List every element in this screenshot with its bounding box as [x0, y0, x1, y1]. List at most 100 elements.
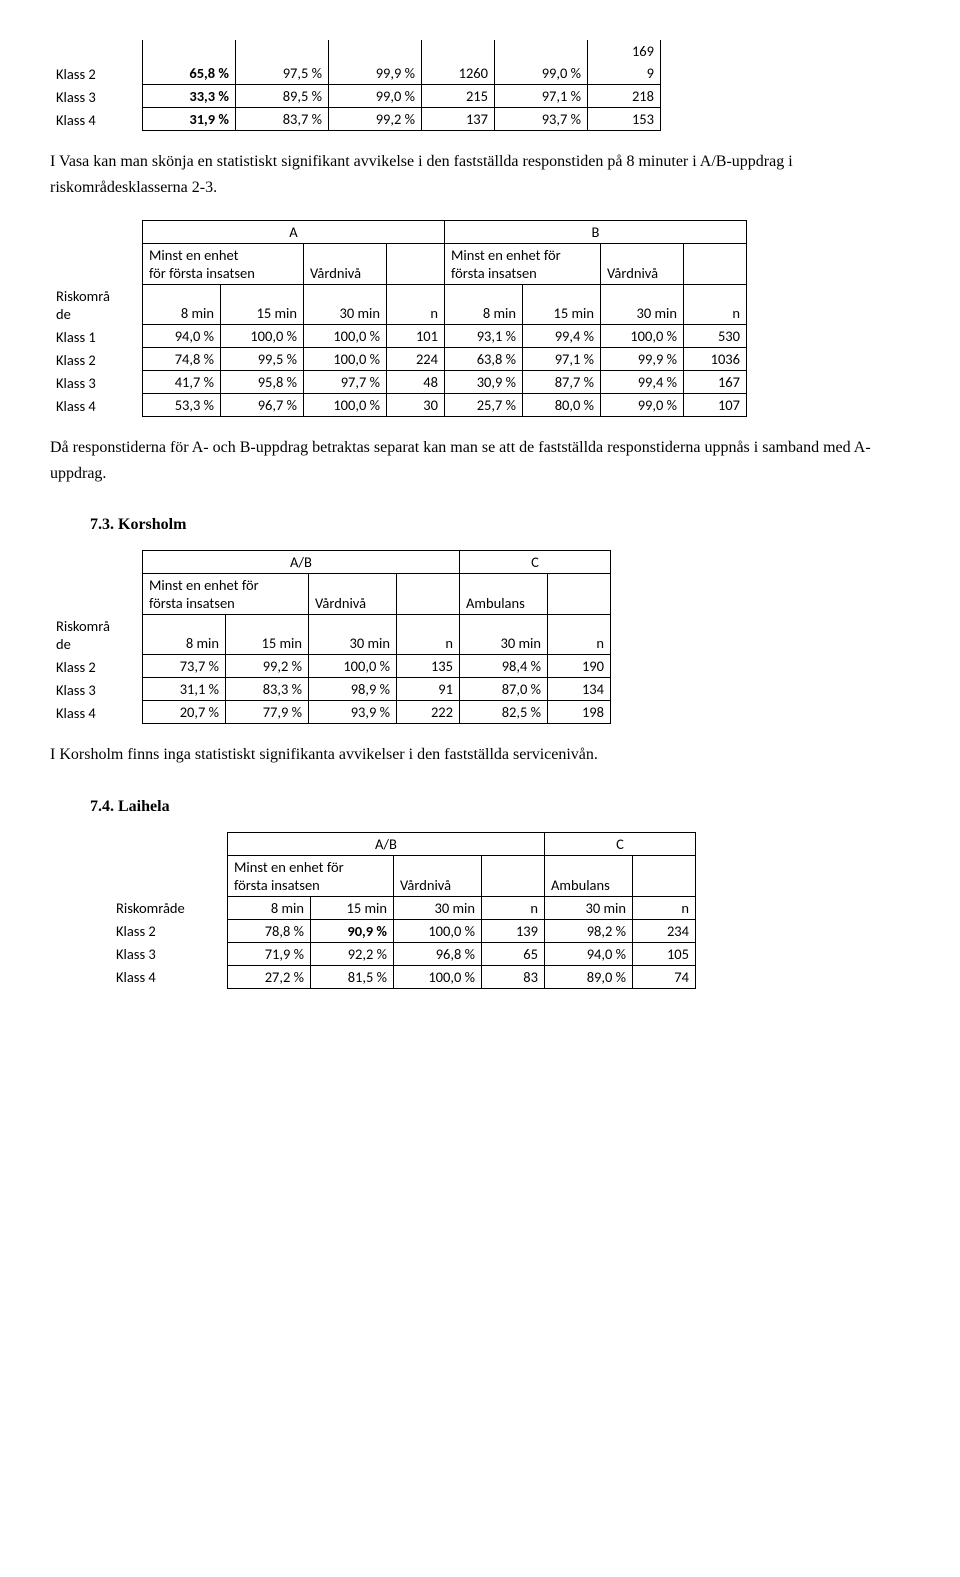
- cell: 169: [588, 40, 661, 62]
- cell: 215: [422, 85, 495, 108]
- cell: 100,0 %: [304, 348, 387, 371]
- cell: 105: [633, 942, 696, 965]
- header-vardniva: Vårdnivå: [309, 574, 397, 615]
- col-header: 15 min: [523, 285, 601, 325]
- cell: 27,2 %: [228, 965, 311, 988]
- cell: 80,0 %: [523, 394, 601, 417]
- cell: 99,2 %: [226, 655, 309, 678]
- cell: 98,9 %: [309, 678, 397, 701]
- header-riskomrade: Riskområde: [110, 896, 228, 919]
- paragraph-1: I Vasa kan man skönja en statistiskt sig…: [50, 149, 910, 200]
- col-header: n: [397, 615, 460, 655]
- cell: 99,0 %: [601, 394, 684, 417]
- cell: 100,0 %: [394, 965, 482, 988]
- col-header: n: [633, 896, 696, 919]
- col-header: n: [482, 896, 545, 919]
- cell: 222: [397, 701, 460, 724]
- col-header: 15 min: [221, 285, 304, 325]
- cell: 65,8 %: [143, 62, 236, 85]
- cell: 83,3 %: [226, 678, 309, 701]
- cell: 218: [588, 85, 661, 108]
- col-header: 30 min: [309, 615, 397, 655]
- row-label: Klass 3: [110, 942, 228, 965]
- cell: 74,8 %: [143, 348, 221, 371]
- cell: 99,5 %: [221, 348, 304, 371]
- cell: 73,7 %: [143, 655, 226, 678]
- table2-ab: A B Minst en enhetför första insatsen Vå…: [50, 220, 747, 417]
- col-header: 30 min: [460, 615, 548, 655]
- row-label: Klass 2: [50, 655, 143, 678]
- cell: 93,1 %: [445, 325, 523, 348]
- cell: 97,5 %: [236, 62, 329, 85]
- cell: 97,7 %: [304, 371, 387, 394]
- cell: 31,9 %: [143, 108, 236, 131]
- cell: 100,0 %: [394, 919, 482, 942]
- cell: 33,3 %: [143, 85, 236, 108]
- header-riskomrade: Riskområde: [50, 615, 143, 655]
- cell: 89,0 %: [545, 965, 633, 988]
- paragraph-3: I Korsholm finns inga statistiskt signif…: [50, 742, 910, 768]
- cell: 99,4 %: [601, 371, 684, 394]
- cell: 530: [684, 325, 747, 348]
- group-header-ab: A/B: [228, 832, 545, 855]
- cell: 234: [633, 919, 696, 942]
- cell: 97,1 %: [523, 348, 601, 371]
- col-header: 8 min: [228, 896, 311, 919]
- cell: 77,9 %: [226, 701, 309, 724]
- cell: 93,9 %: [309, 701, 397, 724]
- cell: 95,8 %: [221, 371, 304, 394]
- header-enhet: Minst en enhet förförsta insatsen: [228, 855, 394, 896]
- header-riskomrade: Riskområde: [50, 285, 143, 325]
- col-header: n: [684, 285, 747, 325]
- cell: 74: [633, 965, 696, 988]
- cell: 83,7 %: [236, 108, 329, 131]
- header-enhet-b: Minst en enhet förförsta insatsen: [445, 244, 601, 285]
- row-label: Klass 4: [50, 108, 143, 131]
- row-label: Klass 4: [50, 701, 143, 724]
- cell: 137: [422, 108, 495, 131]
- row-label: Klass 3: [50, 678, 143, 701]
- cell: 98,2 %: [545, 919, 633, 942]
- col-header: 15 min: [226, 615, 309, 655]
- section-7-4-heading: 7.4. Laihela: [90, 798, 910, 816]
- row-label: Klass 2: [50, 62, 143, 85]
- cell: 94,0 %: [545, 942, 633, 965]
- cell: 63,8 %: [445, 348, 523, 371]
- cell: 139: [482, 919, 545, 942]
- col-header: 30 min: [394, 896, 482, 919]
- section-7-3-heading: 7.3. Korsholm: [90, 516, 910, 534]
- cell: 82,5 %: [460, 701, 548, 724]
- row-label: Klass 2: [110, 919, 228, 942]
- cell: 41,7 %: [143, 371, 221, 394]
- cell: 81,5 %: [311, 965, 394, 988]
- cell: 198: [548, 701, 611, 724]
- cell: 99,0 %: [495, 62, 588, 85]
- cell: 107: [684, 394, 747, 417]
- col-header: 8 min: [445, 285, 523, 325]
- cell: 99,0 %: [329, 85, 422, 108]
- cell: 30: [387, 394, 445, 417]
- cell: 96,7 %: [221, 394, 304, 417]
- cell: 53,3 %: [143, 394, 221, 417]
- header-vardniva-b: Vårdnivå: [601, 244, 684, 285]
- cell: 97,1 %: [495, 85, 588, 108]
- col-header: 30 min: [545, 896, 633, 919]
- cell: 1260: [422, 62, 495, 85]
- cell: 9: [588, 62, 661, 85]
- table4-laihela: A/B C Minst en enhet förförsta insatsen …: [110, 832, 696, 989]
- group-header-a: A: [143, 221, 445, 244]
- cell: 87,0 %: [460, 678, 548, 701]
- cell: 101: [387, 325, 445, 348]
- col-header: n: [387, 285, 445, 325]
- row-label: Klass 2: [50, 348, 143, 371]
- cell: 48: [387, 371, 445, 394]
- cell: 99,2 %: [329, 108, 422, 131]
- cell: 99,4 %: [523, 325, 601, 348]
- cell: 20,7 %: [143, 701, 226, 724]
- cell: 100,0 %: [309, 655, 397, 678]
- cell: 100,0 %: [601, 325, 684, 348]
- header-ambulans: Ambulans: [460, 574, 548, 615]
- cell: 99,9 %: [329, 62, 422, 85]
- cell: 96,8 %: [394, 942, 482, 965]
- cell: 167: [684, 371, 747, 394]
